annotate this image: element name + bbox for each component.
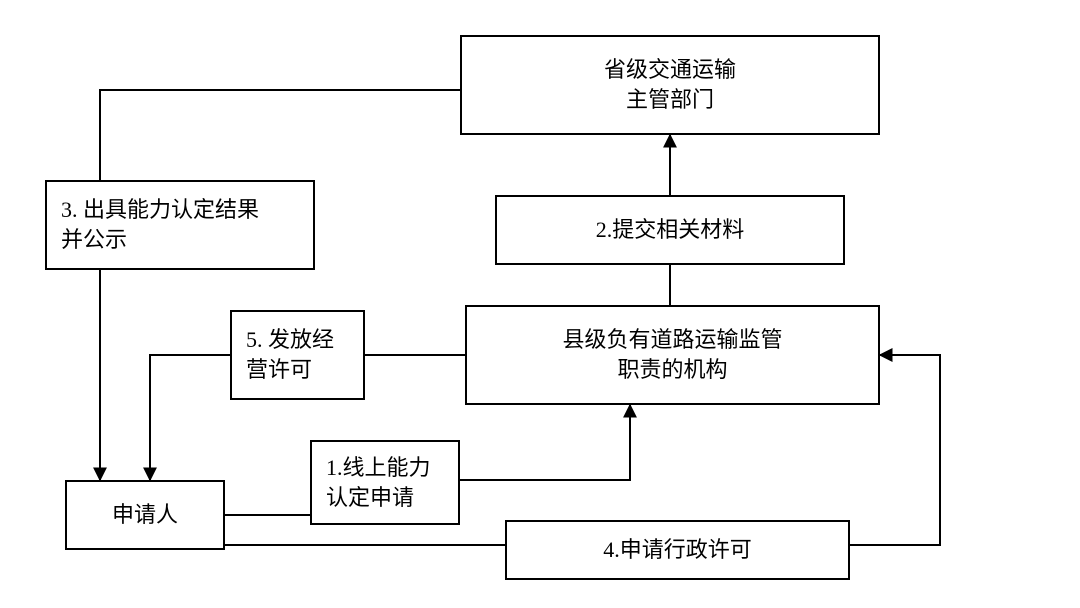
node-step-4: 4.申请行政许可 [505,520,850,580]
node-provincial-dept: 省级交通运输 主管部门 [460,35,880,135]
node-label: 1.线上能力 认定申请 [326,453,431,512]
node-step-2: 2.提交相关材料 [495,195,845,265]
node-label: 3. 出具能力认定结果 并公示 [61,195,259,254]
node-step-5: 5. 发放经 营许可 [230,310,365,400]
node-label: 2.提交相关材料 [596,215,745,245]
node-label: 省级交通运输 主管部门 [604,55,736,114]
node-label: 申请人 [112,500,178,530]
node-label: 4.申请行政许可 [603,535,752,565]
node-applicant: 申请人 [65,480,225,550]
node-step-3: 3. 出具能力认定结果 并公示 [45,180,315,270]
node-step-1: 1.线上能力 认定申请 [310,440,460,525]
flowchart-canvas: 省级交通运输 主管部门 2.提交相关材料 3. 出具能力认定结果 并公示 县级负… [0,0,1080,608]
node-county-agency: 县级负有道路运输监管 职责的机构 [465,305,880,405]
node-label: 县级负有道路运输监管 职责的机构 [562,325,782,384]
node-label: 5. 发放经 营许可 [246,325,334,384]
